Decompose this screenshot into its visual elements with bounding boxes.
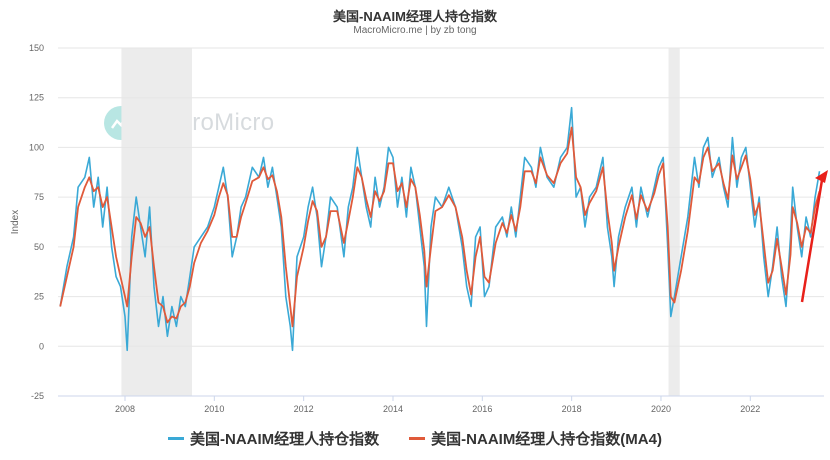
x-tick-label: 2020 [651,404,671,414]
y-tick-label: 150 [29,43,44,53]
legend-swatch-naaim [168,437,184,440]
x-tick-label: 2010 [204,404,224,414]
x-tick-label: 2022 [740,404,760,414]
recession-bands [121,48,680,396]
series-line-naaim-ma4 [59,126,821,328]
x-tick-label: 2014 [383,404,403,414]
legend-item-naaim[interactable]: 美国-NAAIM经理人持仓指数 [168,428,379,449]
y-tick-label: 75 [34,192,44,202]
legend-label-naaim: 美国-NAAIM经理人持仓指数 [190,431,380,448]
legend: 美国-NAAIM经理人持仓指数 美国-NAAIM经理人持仓指数(MA4) [0,428,830,449]
recession-band-1 [668,48,680,396]
recession-band-0 [121,48,192,396]
series-lines [59,106,821,352]
x-axis-ticks: 2008 2010 2012 2014 2016 2018 2020 2022 [115,396,760,414]
series-line-naaim [59,106,821,352]
gridlines [58,47,824,397]
y-tick-label: 100 [29,142,44,152]
trend-arrow [800,170,828,303]
x-tick-label: 2016 [472,404,492,414]
y-axis-label: Index [10,210,21,234]
legend-item-naaim-ma4[interactable]: 美国-NAAIM经理人持仓指数(MA4) [409,428,662,449]
chart-subtitle: MacroMicro.me | by zb tong [353,25,477,36]
legend-label-naaim-ma4: 美国-NAAIM经理人持仓指数(MA4) [431,431,662,448]
x-tick-label: 2018 [562,404,582,414]
y-tick-label: 50 [34,242,44,252]
y-axis-ticks: -25 0 25 50 75 100 125 150 [29,43,44,401]
x-tick-label: 2008 [115,404,135,414]
y-tick-label: -25 [31,391,44,401]
y-tick-label: 0 [39,341,44,351]
x-tick-label: 2012 [294,404,314,414]
y-tick-label: 125 [29,93,44,103]
y-tick-label: 25 [34,292,44,302]
chart-title: 美国-NAAIM经理人持仓指数 [333,9,497,24]
arrow-head-icon [815,170,828,183]
legend-swatch-naaim-ma4 [409,437,426,440]
